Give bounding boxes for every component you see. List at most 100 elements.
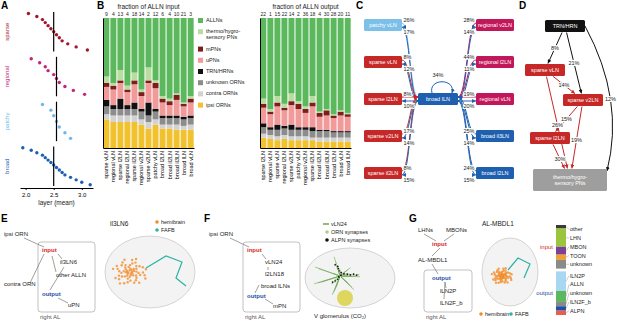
bar-segment (345, 142, 351, 149)
synapse (345, 273, 347, 275)
bar-segment (331, 131, 337, 132)
point (41, 18, 44, 21)
bar-segment (160, 116, 166, 119)
tick-mark (82, 188, 83, 190)
edge-label: 14% (404, 140, 415, 146)
legend-swatch (509, 312, 513, 316)
render-title: AL-MBDL1 (482, 220, 514, 227)
count-label: 3 (189, 11, 192, 17)
bar-segment (303, 136, 309, 140)
connector (50, 267, 64, 290)
schematic-label: il3LN6 (60, 259, 78, 265)
bar-segment (556, 306, 566, 310)
connector (52, 256, 56, 272)
neuron-part (332, 276, 340, 295)
count-label: 13 (118, 11, 124, 17)
bar-segment (188, 99, 194, 103)
bar-segment (103, 106, 109, 114)
point (58, 36, 61, 39)
neuron-part (145, 268, 147, 270)
schematic-label: MBONs (446, 227, 467, 233)
bar-segment (117, 109, 123, 116)
edge-label: 8% (551, 45, 559, 51)
bar-segment (303, 18, 309, 106)
tick-label: sparse v2LN (145, 151, 151, 182)
synapse (353, 273, 355, 275)
edge (402, 101, 418, 175)
edge-label: 14% (463, 140, 474, 146)
neuron-part (114, 277, 116, 279)
neuron-part (133, 270, 135, 272)
tick-label: regional vLN (267, 151, 273, 182)
edge-label: 15% (404, 177, 415, 183)
bar-segment (124, 18, 130, 86)
connector (30, 254, 44, 283)
synapse (337, 266, 339, 268)
schematic-label: output (42, 291, 61, 297)
neuron-part (138, 265, 140, 267)
bar-segment (117, 18, 123, 70)
bar-segment (281, 129, 287, 136)
node-label: regional vLN (480, 96, 511, 102)
legend-swatch (155, 228, 159, 232)
point (63, 85, 66, 88)
panel-letter: D (519, 0, 526, 11)
synapse (338, 269, 340, 271)
connector (24, 238, 44, 247)
bar-segment (146, 116, 152, 123)
bar-segment (160, 99, 166, 103)
neuron-part (333, 273, 340, 276)
schematic-label: input (432, 241, 447, 247)
edge (402, 27, 418, 101)
bar-segment (167, 105, 173, 115)
bar-segment (131, 103, 137, 110)
label-line: uPNs (206, 57, 220, 63)
count-label: 14 (289, 11, 295, 17)
node-label: sparse l2LN (368, 96, 397, 102)
mean-line (56, 57, 57, 96)
node (476, 19, 514, 31)
bar-segment (167, 116, 173, 119)
connector (255, 285, 259, 293)
bar-segment (174, 125, 180, 130)
tick-label: broad il2LN (167, 151, 173, 179)
bar-segment (153, 112, 159, 120)
group-label: regional (4, 66, 10, 87)
connector (58, 298, 68, 303)
bar-segment (556, 247, 566, 255)
leader (566, 311, 569, 313)
axis-line (260, 19, 261, 149)
bar-segment (281, 135, 287, 139)
figure: ABCDEFGsparseregionalpatchybroad2.02.53.… (0, 0, 617, 321)
legend-label: ORN synapses (331, 229, 368, 235)
neuron-part (126, 274, 128, 276)
bar-segment (274, 103, 280, 107)
tick: broad il2LN (167, 151, 173, 179)
label-line: unknown ORNs (206, 79, 245, 85)
count-label: 10 (174, 11, 180, 17)
count-label: 12 (153, 11, 159, 17)
count-label: 4 (126, 11, 129, 17)
bar-segment (131, 73, 137, 81)
point (49, 161, 52, 164)
label-line: sparse vLN (531, 67, 559, 73)
neuron-part (135, 277, 137, 279)
brain-outline (305, 248, 395, 308)
legend-label: unknown (570, 290, 592, 296)
edge (572, 106, 582, 168)
legend-label: hemibrain (161, 219, 185, 225)
neuron-part (496, 271, 498, 273)
schematic-label: l2LN18 (265, 271, 285, 277)
bar-segment (131, 18, 137, 73)
neuron-part (503, 274, 505, 276)
label-line: contra ORNs (206, 90, 238, 96)
synapse (332, 281, 334, 283)
point (30, 57, 33, 60)
point (21, 146, 24, 149)
bar-segment (174, 118, 180, 125)
point (46, 158, 49, 161)
bar-segment (295, 104, 301, 109)
tick: regional l2LN (124, 151, 130, 183)
bar-segment (310, 131, 316, 138)
tick-label: broad il3LN (324, 151, 330, 179)
